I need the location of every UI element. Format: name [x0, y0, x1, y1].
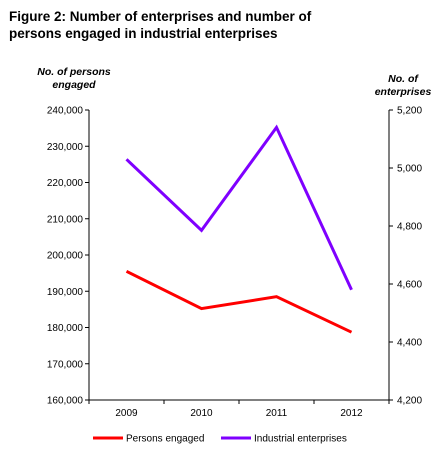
left-tick-label: 220,000: [47, 178, 84, 189]
left-tick-label: 240,000: [47, 106, 84, 117]
right-tick-label: 4,400: [397, 338, 422, 349]
right-tick-label: 4,200: [397, 396, 422, 407]
left-axis-title-line-2: engaged: [52, 79, 96, 91]
left-tick-label: 210,000: [47, 214, 84, 225]
x-tick-label: 2009: [115, 408, 138, 419]
x-tick-label: 2010: [190, 408, 213, 419]
left-tick-label: 190,000: [47, 287, 84, 298]
chart-title-line-2: persons engaged in industrial enterprise…: [9, 26, 278, 41]
left-tick-label: 200,000: [47, 251, 84, 262]
legend-industrial-enterprises-label: Industrial enterprises: [254, 434, 347, 445]
industrial-enterprises-line: [125, 124, 353, 291]
right-tick-label: 5,200: [397, 106, 422, 117]
left-tick-label: 160,000: [47, 396, 84, 407]
left-tick-label: 170,000: [47, 359, 84, 370]
x-tick-label: 2011: [266, 408, 288, 419]
left-tick-label: 230,000: [47, 142, 84, 153]
right-tick-label: 5,000: [397, 164, 422, 175]
left-tick-label: 180,000: [47, 323, 84, 334]
persons-engaged-line: [125, 269, 353, 334]
chart-title: Figure 2: Number of enterprises and numb…: [9, 8, 349, 42]
right-tick-label: 4,600: [397, 280, 422, 291]
right-axis-title-line-2: enterprises: [374, 86, 432, 98]
legend-persons-engaged-label: Persons engaged: [126, 434, 204, 445]
right-axis-title: No. of enterprises: [363, 73, 443, 99]
x-tick-label: 2012: [340, 408, 363, 419]
left-axis-title: No. of persons engaged: [34, 66, 114, 92]
chart-title-line-1: Figure 2: Number of enterprises and numb…: [9, 9, 312, 24]
right-axis-title-line-1: No. of: [388, 73, 418, 85]
left-axis-title-line-1: No. of persons: [37, 66, 111, 78]
right-tick-label: 4,800: [397, 222, 422, 233]
